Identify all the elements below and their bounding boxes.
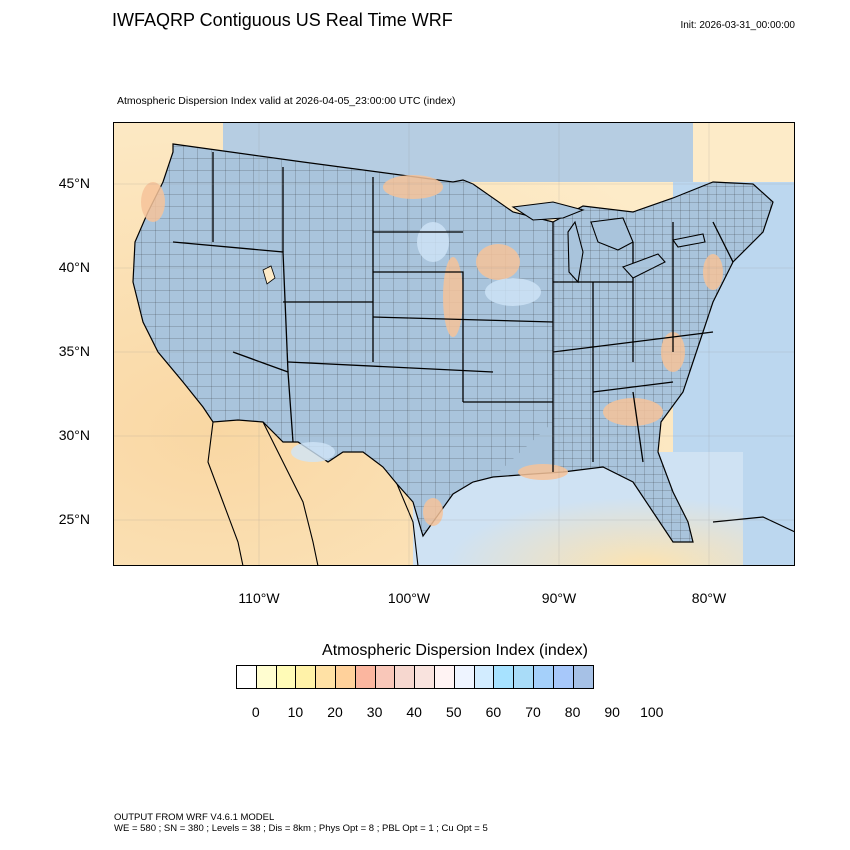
legend-swatch — [237, 666, 257, 688]
lat-label-30: 30°N — [58, 427, 90, 443]
legend-swatch — [573, 666, 594, 688]
lon-label-90: 90°W — [541, 590, 577, 606]
low-index-patches — [141, 175, 723, 526]
lat-label-40: 40°N — [58, 259, 90, 275]
cuba-outline — [712, 516, 795, 533]
legend-swatch — [434, 666, 455, 688]
main-title: IWFAQRP Contiguous US Real Time WRF — [112, 10, 453, 30]
legend-swatch — [256, 666, 277, 688]
legend-swatch — [415, 666, 435, 688]
legend-swatch — [553, 666, 574, 688]
legend-tick-label: 80 — [564, 704, 581, 720]
legend-tick-label: 90 — [604, 704, 620, 720]
dispersion-map — [113, 122, 795, 566]
lon-label-110: 110°W — [238, 590, 280, 606]
legend-tick-label: 10 — [287, 704, 304, 720]
legend-swatch — [316, 666, 336, 688]
legend-swatch — [533, 666, 554, 688]
model-info-line2: WE = 580 ; SN = 380 ; Levels = 38 ; Dis … — [114, 823, 488, 834]
init-time: Init: 2026-03-31_00:00:00 — [680, 20, 795, 31]
great-salt-lake — [262, 265, 276, 285]
legend-tick-label: 20 — [327, 704, 343, 720]
legend-tick-label: 100 — [640, 704, 664, 720]
graticule — [113, 122, 795, 566]
lon-label-100: 100°W — [387, 590, 431, 606]
color-legend-bar — [236, 665, 595, 689]
legend-swatch — [335, 666, 356, 688]
legend-tick-label: 40 — [406, 704, 422, 720]
legend-tick-label: 60 — [485, 704, 502, 720]
lat-label-45: 45°N — [58, 175, 90, 191]
legend-swatch — [296, 666, 317, 688]
lat-label-35: 35°N — [58, 343, 90, 359]
lon-label-80: 80°W — [691, 590, 727, 606]
legend-tick-label: 50 — [446, 704, 462, 720]
legend-swatch — [375, 666, 396, 688]
legend-tick-label: 0 — [251, 704, 260, 720]
legend-swatch — [395, 666, 416, 688]
legend-swatch — [474, 666, 495, 688]
legend-swatch — [494, 666, 515, 688]
legend-title: Atmospheric Dispersion Index (index) — [322, 642, 588, 659]
great-lakes — [511, 201, 706, 284]
map-border — [113, 122, 795, 566]
lat-label-25: 25°N — [58, 511, 90, 527]
model-info-line1: OUTPUT FROM WRF V4.6.1 MODEL — [114, 812, 275, 823]
legend-swatch — [355, 666, 376, 688]
legend-tick-label: 70 — [525, 704, 541, 720]
plot-subtitle: Atmospheric Dispersion Index valid at 20… — [117, 95, 456, 107]
legend-swatch — [276, 666, 297, 688]
mexico-outline — [207, 421, 419, 566]
legend-swatch — [514, 666, 534, 688]
legend-swatch — [454, 666, 475, 688]
legend-tick-label: 30 — [366, 704, 383, 720]
state-borders — [172, 152, 734, 472]
